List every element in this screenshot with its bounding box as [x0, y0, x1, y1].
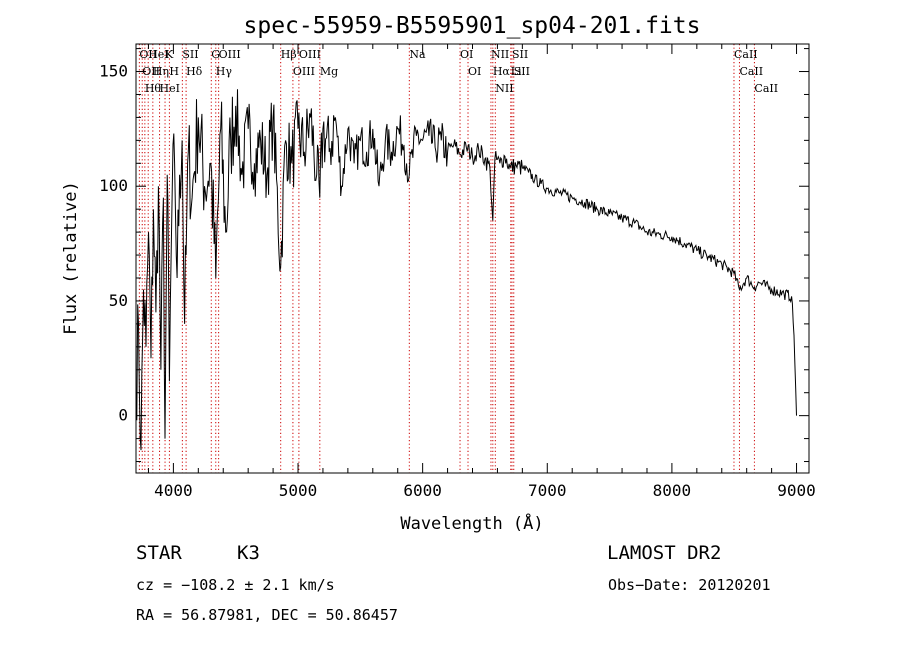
object-class: STAR [136, 542, 182, 564]
line-marker-label-26: CaII [734, 48, 758, 61]
survey-name: LAMOST DR2 [607, 542, 721, 564]
line-marker-label-4: Hη [153, 65, 169, 78]
line-marker-label-24: SII [512, 48, 528, 61]
line-marker-label-19: OI [468, 65, 481, 78]
y-tick-label-100: 100 [99, 176, 128, 195]
line-markers [138, 44, 755, 473]
x-tick-label-7000: 7000 [528, 481, 567, 500]
line-marker-label-11: Hγ [216, 65, 233, 78]
line-marker-label-27: CaII [739, 65, 763, 78]
line-marker-label-20: NII [491, 48, 509, 61]
y-tick-labels: 0 50 100 150 [99, 62, 128, 425]
observation-date: Obs−Date: 20120201 [608, 576, 771, 594]
x-tick-label-4000: 4000 [154, 481, 193, 500]
line-marker-label-8: SII [182, 48, 198, 61]
line-marker-label-5: HeI [160, 82, 180, 95]
line-marker-label-1: OII [142, 65, 160, 78]
sky-coordinates: RA = 56.87981, DEC = 50.86457 [136, 606, 398, 624]
y-tick-label-150: 150 [99, 62, 128, 81]
line-marker-label-15: OIII [299, 48, 321, 61]
x-tick-label-5000: 5000 [279, 481, 318, 500]
line-marker-label-21: Hα [493, 65, 511, 78]
line-marker-label-6: K [165, 48, 174, 61]
spectrum-series-line [135, 89, 797, 451]
x-axis-label: Wavelength (Å) [400, 512, 543, 534]
line-marker-label-14: OIII [293, 65, 315, 78]
axis-ticks [136, 44, 809, 473]
y-tick-label-50: 50 [109, 291, 128, 310]
line-marker-label-10: G [211, 48, 220, 61]
x-tick-labels: 4000 5000 6000 7000 8000 9000 [154, 481, 816, 500]
line-marker-label-18: OI [460, 48, 473, 61]
line-marker-label-12: OIII [219, 48, 241, 61]
y-axis-label: Flux (relative) [61, 181, 81, 335]
line-marker-label-17: Na [409, 48, 426, 61]
line-marker-label-0: OII [139, 48, 157, 61]
line-marker-label-3: HeI [148, 48, 168, 61]
line-marker-label-7: H [169, 65, 179, 78]
line-marker-label-16: Mg [320, 65, 338, 78]
redshift-velocity: cz = −108.2 ± 2.1 km/s [136, 576, 335, 594]
x-tick-label-8000: 8000 [653, 481, 692, 500]
line-marker-label-2: Hθ [145, 82, 162, 95]
chart-title: spec-55959-B5595901_sp04-201.fits [244, 13, 701, 39]
x-tick-label-9000: 9000 [777, 481, 816, 500]
line-marker-label-9: Hδ [186, 65, 203, 78]
x-tick-label-6000: 6000 [403, 481, 442, 500]
line-marker-label-28: CaII [754, 82, 778, 95]
spectral-subclass: K3 [237, 542, 260, 564]
y-tick-label-0: 0 [118, 406, 128, 425]
line-marker-label-23: Li [511, 65, 522, 78]
line-marker-label-25: SII [514, 65, 530, 78]
line-marker-label-13: Hβ [281, 48, 297, 61]
line-marker-label-22: NII [495, 82, 513, 95]
